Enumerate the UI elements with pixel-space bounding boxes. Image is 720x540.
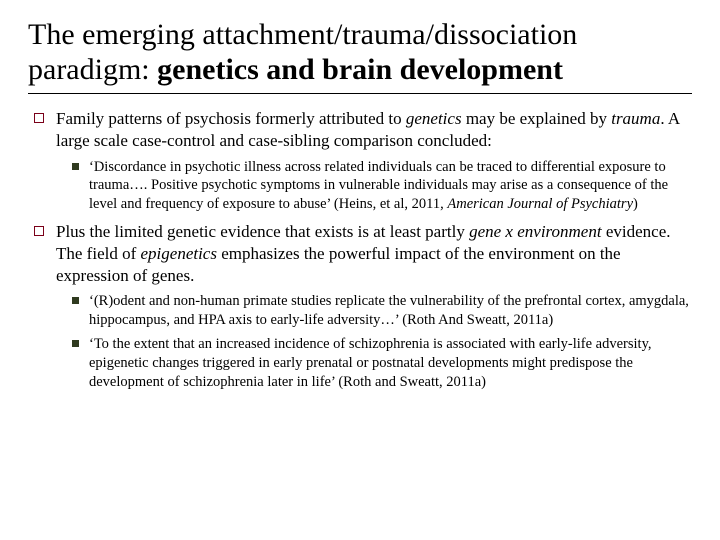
hollow-square-icon xyxy=(34,226,44,236)
bullet-text: Family patterns of psychosis formerly at… xyxy=(56,108,692,152)
bullet-level2: ‘To the extent that an increased inciden… xyxy=(72,335,692,391)
text-run: ‘To the extent that an increased inciden… xyxy=(89,336,652,389)
filled-square-icon xyxy=(72,297,79,304)
sub-bullet-text: ‘To the extent that an increased inciden… xyxy=(89,335,692,391)
text-run: may be explained by xyxy=(462,109,612,128)
bullet-level2: ‘(R)odent and non-human primate studies … xyxy=(72,292,692,329)
text-italic: trauma xyxy=(611,109,660,128)
title-bold: genetics and brain development xyxy=(157,53,563,86)
sub-bullet-text: ‘Discordance in psychotic illness across… xyxy=(89,158,692,214)
hollow-square-icon xyxy=(34,113,44,123)
filled-square-icon xyxy=(72,340,79,347)
filled-square-icon xyxy=(72,163,79,170)
text-run: Family patterns of psychosis formerly at… xyxy=(56,109,406,128)
text-run: ‘(R)odent and non-human primate studies … xyxy=(89,293,689,328)
bullet-level2: ‘Discordance in psychotic illness across… xyxy=(72,158,692,214)
bullet-level1: Family patterns of psychosis formerly at… xyxy=(34,108,692,152)
text-run: Plus the limited genetic evidence that e… xyxy=(56,222,469,241)
bullet-text: Plus the limited genetic evidence that e… xyxy=(56,221,692,286)
title-block: The emerging attachment/trauma/dissociat… xyxy=(28,18,692,94)
text-italic: gene x environment xyxy=(469,222,601,241)
slide-title: The emerging attachment/trauma/dissociat… xyxy=(28,18,692,87)
text-run: ) xyxy=(633,196,638,212)
text-italic: genetics xyxy=(406,109,462,128)
slide: The emerging attachment/trauma/dissociat… xyxy=(0,0,720,540)
text-italic: American Journal of Psychiatry xyxy=(447,196,633,212)
sub-bullet-text: ‘(R)odent and non-human primate studies … xyxy=(89,292,692,329)
bullet-level1: Plus the limited genetic evidence that e… xyxy=(34,221,692,286)
text-italic: epigenetics xyxy=(141,244,217,263)
